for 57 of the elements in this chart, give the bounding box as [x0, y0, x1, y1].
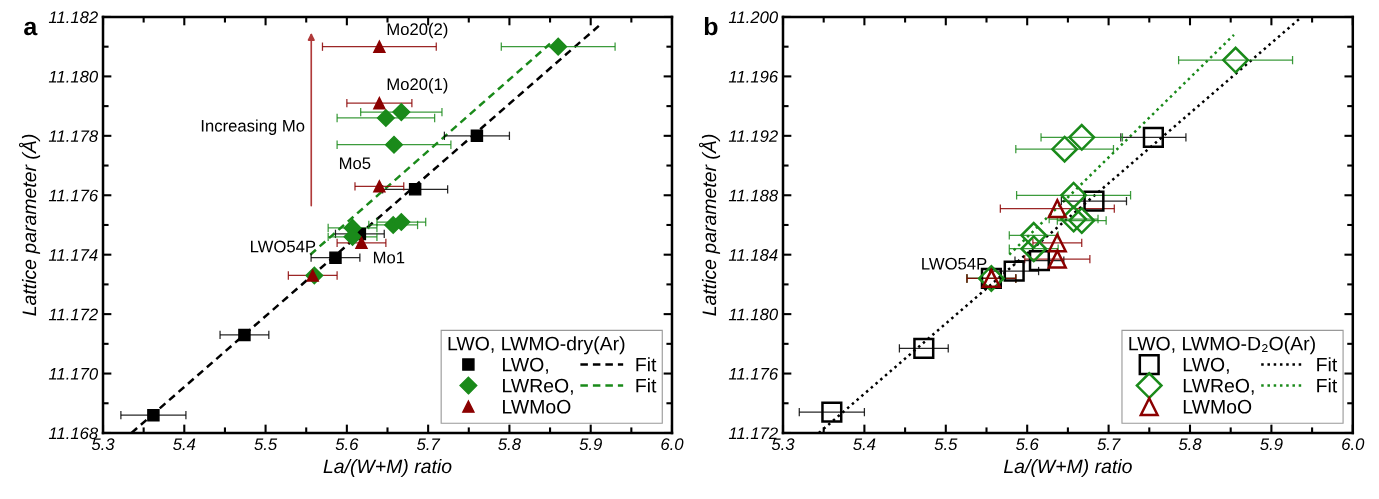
y-axis-title: Lattice parameter (Å): [19, 134, 41, 316]
x-tick-label: 5.8: [1178, 438, 1202, 451]
x-tick-label: 5.9: [1260, 438, 1283, 451]
x-tick-label: 5.5: [254, 438, 278, 451]
legend-label: Fit: [1317, 378, 1338, 393]
legend-title: LWO, LWMO-dry(Ar): [448, 336, 625, 355]
x-tick-label: 5.4: [173, 438, 196, 451]
x-tick-label: 5.8: [498, 438, 521, 451]
x-tick-label: 5.7: [1097, 438, 1121, 451]
y-tick-label: 11.182: [48, 11, 98, 24]
x-tick-label: 5.3: [771, 438, 795, 451]
annotation: Mo1: [373, 251, 405, 264]
y-tick-label: 11.172: [728, 427, 778, 440]
y-tick-label: 11.200: [728, 11, 778, 24]
y-tick-label: 11.176: [728, 367, 779, 380]
x-axis-title: La/(W+M) ratio: [323, 458, 452, 478]
x-tick-label: 6.0: [661, 438, 684, 451]
legend-label: LWReO,: [1183, 378, 1254, 395]
legend-label: Fit: [636, 357, 657, 372]
annotation: LWO54P: [922, 257, 987, 270]
x-tick-label: 5.7: [416, 438, 441, 451]
x-tick-label: 5.9: [579, 438, 602, 451]
legend-title: LWO, LWMO-D₂O(Ar): [1129, 336, 1315, 355]
y-tick-label: 11.192: [728, 130, 778, 143]
legend-label: LWO,: [1183, 357, 1229, 374]
y-axis-title: Lattice parameter (Å): [698, 134, 721, 316]
y-tick-label: 11.188: [728, 189, 779, 202]
annotation: Increasing Mo: [201, 119, 305, 135]
y-tick-label: 11.170: [48, 367, 99, 380]
y-tick-label: 11.196: [728, 70, 779, 83]
x-tick-label: 5.4: [853, 438, 876, 451]
chart-title: a: [24, 21, 38, 36]
legend-label: Fit: [636, 378, 657, 393]
y-tick-label: 11.180: [728, 308, 778, 321]
legend-label: Fit: [1317, 357, 1338, 372]
chart-title: b: [704, 16, 718, 36]
annotation: LWO54P: [251, 240, 316, 253]
legend-label: LWReO,: [503, 378, 573, 395]
annotation: Mo20(1): [387, 77, 448, 94]
x-tick-label: 5.3: [91, 438, 115, 451]
x-tick-label: 5.6: [1015, 438, 1039, 451]
y-tick-label: 11.172: [48, 308, 98, 321]
annotation: Mo20(2): [387, 22, 448, 39]
y-tick-label: 11.184: [728, 249, 778, 261]
legend-label: LWO,: [503, 357, 548, 374]
legend-label: LWMoO: [1183, 399, 1252, 414]
y-tick-label: 11.174: [48, 249, 98, 261]
y-tick-label: 11.180: [48, 70, 99, 83]
y-tick-label: 11.168: [48, 427, 99, 440]
legend-label: LWMoO: [503, 399, 571, 414]
x-tick-label: 6.0: [1342, 438, 1365, 451]
annotation: Mo5: [339, 157, 371, 170]
x-axis-title: La/(W+M) ratio: [1003, 458, 1132, 478]
x-tick-label: 5.6: [335, 438, 359, 451]
x-tick-label: 5.5: [934, 438, 958, 451]
y-tick-label: 11.176: [48, 189, 99, 202]
y-tick-label: 11.178: [48, 130, 99, 143]
